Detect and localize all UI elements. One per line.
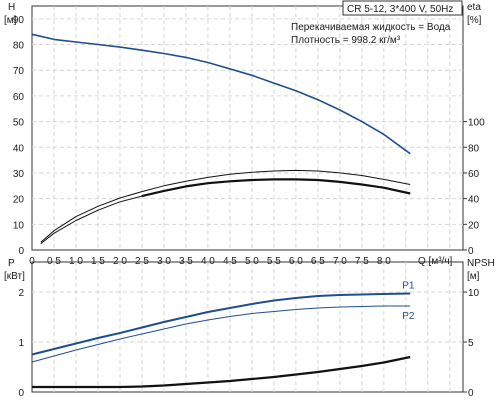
y-right-tick-label: 10	[468, 288, 480, 299]
density-info: Плотность = 998.2 кг/м³	[291, 35, 401, 46]
y-left-tick-label: 60	[13, 92, 25, 103]
series-label-p2: P2	[402, 311, 415, 322]
y-left-tick-label: 1	[18, 338, 24, 349]
power-npsh-panel: 0 1 2 0 5 10 P [кВт] NPSH [м] P1 P2	[4, 258, 495, 399]
y-right-axis-label: eta	[467, 2, 481, 13]
y-left-tick-label: 10	[13, 220, 25, 231]
y-left-tick-label: 0	[18, 246, 24, 257]
y-left-tick-label: 2	[18, 288, 24, 299]
series-line-p2	[31, 305, 411, 363]
series-line-1-2	[32, 355, 411, 389]
y-left-tick-label: 50	[13, 118, 25, 129]
y-left-tick-label: 0	[18, 388, 24, 399]
series-line-0-2	[40, 178, 411, 244]
y-right-tick-label: 20	[468, 220, 480, 231]
y-left-axis-label: P	[8, 258, 15, 269]
y-right-tick-label: 60	[468, 169, 480, 180]
y-right-tick-label: 5	[468, 338, 474, 349]
y-right-tick-label: 100	[468, 118, 485, 129]
y-left-tick-label: 70	[13, 66, 25, 77]
y-left-tick-label: 80	[13, 41, 25, 52]
y-right-axis-unit: [м]	[467, 271, 480, 282]
y-left-axis-unit: [кВт]	[4, 271, 25, 282]
plot-frame	[31, 261, 464, 393]
chart-title: CR 5-12, 3*400 V, 50Hz	[347, 4, 453, 15]
y-right-tick-label: 0	[468, 246, 474, 257]
y-left-tick-label: 90	[13, 15, 25, 26]
series-line-0-1	[40, 169, 411, 243]
y-right-tick-label: 80	[468, 143, 480, 154]
y-left-axis-label: H	[8, 2, 15, 13]
fluid-info: Перекачиваемая жидкость = Вода	[291, 22, 451, 33]
series-line-p1	[31, 292, 411, 356]
y-left-tick-label: 40	[13, 143, 25, 154]
y-right-axis-unit: [%]	[467, 15, 482, 26]
y-left-tick-label: 30	[13, 169, 25, 180]
y-right-tick-label: 40	[468, 195, 480, 206]
series-line-0-0	[31, 33, 411, 155]
plot-frame	[31, 5, 464, 251]
y-right-axis-label: NPSH	[467, 258, 495, 269]
series-label-p1: P1	[402, 281, 415, 292]
y-left-tick-label: 20	[13, 195, 25, 206]
head-efficiency-panel: 0 10 20 30 40 50 60 70 80 90 0 20 40 60 80 100 H [м] eta [%…	[4, 0, 485, 267]
title-box	[342, 0, 463, 16]
y-right-tick-label: 0	[468, 388, 474, 399]
y-left-axis-unit: [м]	[4, 15, 17, 26]
series-line-0-3	[141, 178, 411, 198]
